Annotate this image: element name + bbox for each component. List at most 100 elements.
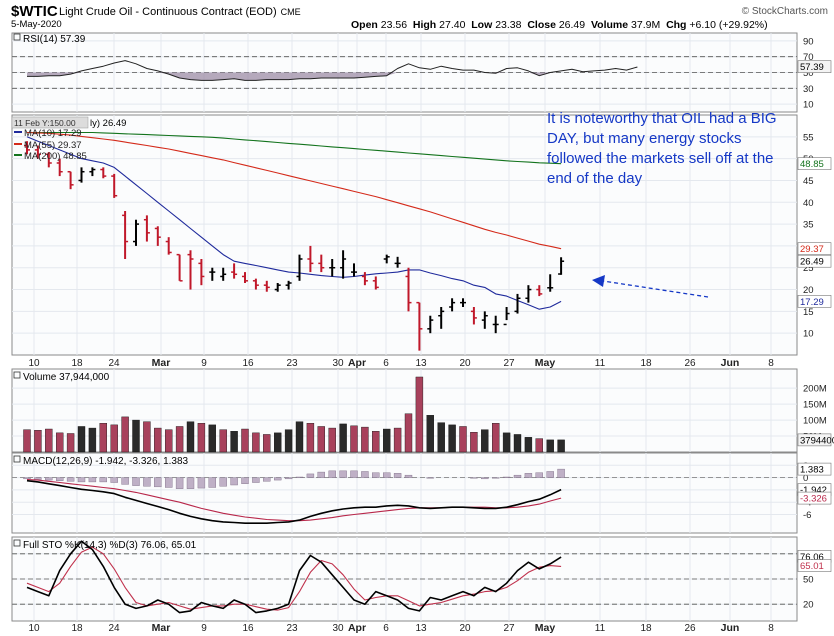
volume-bar-35 xyxy=(404,413,413,453)
volume-title: Volume 37,944,000 xyxy=(23,372,110,383)
macd-histogram-bar-44 xyxy=(502,476,511,478)
sto-xtick-4: 9 xyxy=(201,623,207,634)
price-last-label: ly) 26.49 xyxy=(90,118,126,129)
macd-collapse-icon xyxy=(13,455,21,463)
volume-bar-13 xyxy=(164,429,173,453)
symbol[interactable]: $WTIC xyxy=(11,3,58,20)
macd-histogram-bar-16 xyxy=(197,477,206,489)
macd-histogram-bar-26 xyxy=(306,473,315,478)
macd-histogram-bar-30 xyxy=(350,470,358,478)
close-value: 26.49 xyxy=(558,19,586,31)
macd-histogram-bar-48 xyxy=(546,471,554,478)
macd-last-value: -1.942 xyxy=(800,485,827,496)
macd-histogram-bar-21 xyxy=(252,477,260,483)
chart-header: $WTIC Light Crude Oil - Continuous Contr… xyxy=(0,0,834,31)
volume-bar-11 xyxy=(143,421,151,453)
price-ytick-6: 25 xyxy=(803,263,814,274)
volume-bar-22 xyxy=(263,434,271,453)
volume-bar-34 xyxy=(393,427,402,453)
macd-histogram-bar-14 xyxy=(175,477,184,489)
sto-xtick-8: Apr xyxy=(348,622,366,634)
macd-histogram-bar-43 xyxy=(492,477,500,479)
exchange: CME xyxy=(280,7,301,17)
macd-title: MACD(12,26,9) -1.942, -3.326, 1.383 xyxy=(23,456,189,467)
macd-histogram-bar-11 xyxy=(143,477,151,487)
volume-bar-16 xyxy=(197,423,206,453)
low-label: Low xyxy=(471,19,493,31)
price-xtick-7: 30 xyxy=(332,358,344,369)
legend-ma200-swatch xyxy=(14,154,22,156)
price-xtick-1: 18 xyxy=(71,358,83,369)
volume-bar-31 xyxy=(361,426,369,453)
rsi-last-value: 57.39 xyxy=(800,62,824,73)
macd-histogram-bar-25 xyxy=(295,476,304,478)
rsi-oversold-fill xyxy=(27,72,638,81)
macd-histogram-bar-17 xyxy=(208,477,217,488)
macd-histogram-bar-35 xyxy=(404,474,413,478)
macd-histogram-bar-13 xyxy=(164,477,173,488)
price-xtick-17: Jun xyxy=(721,357,740,369)
rsi-last-value-box xyxy=(797,60,832,73)
macd-histogram-bar-42 xyxy=(481,477,489,480)
rsi-panel: 90 70 50 30 10 RSI(14) 57.39 57.39 xyxy=(11,32,832,113)
macd-histogram-bar-28 xyxy=(328,470,336,478)
macd-frame xyxy=(11,452,798,534)
rsi-ytick-4: 10 xyxy=(803,100,814,111)
price-xtick-2: 24 xyxy=(108,358,120,369)
sto-xtick-6: 23 xyxy=(286,623,298,634)
macd-histogram-bar-41 xyxy=(470,477,478,479)
volume-bar-23 xyxy=(274,432,282,453)
price-xtick-13: May xyxy=(535,357,556,369)
sto-xtick-13: May xyxy=(535,622,556,634)
ma200-last-value-box xyxy=(797,157,832,170)
macd-histogram-bar-3 xyxy=(56,477,64,481)
rsi-collapse-icon xyxy=(13,33,21,41)
ma-line-ma10 xyxy=(26,136,562,310)
sto-xtick-16: 26 xyxy=(684,623,696,634)
price-x-axis: 10 18 24 Mar 9 16 23 30 Apr 6 13 20 27 May 11 18 26 Jun 8 xyxy=(28,357,774,369)
macd-histogram-bar-15 xyxy=(186,477,195,489)
close-label: Close xyxy=(527,19,556,31)
sto-xtick-18: 8 xyxy=(768,623,774,634)
volume-bar-17 xyxy=(208,424,217,453)
instrument-name: Light Crude Oil - Continuous Contract (E… xyxy=(59,6,301,18)
macd-histogram-bar-45 xyxy=(513,474,522,478)
volume-bar-27 xyxy=(317,426,325,453)
volume-bar-42 xyxy=(481,429,489,453)
rsi-line xyxy=(27,60,638,81)
price-ytick-0: 55 xyxy=(803,132,814,143)
macd-ytick-4: -6 xyxy=(803,510,811,521)
volume-bar-20 xyxy=(241,428,249,453)
macd-signal-last-value-box xyxy=(797,491,832,505)
volume-bar-15 xyxy=(186,421,195,453)
macd-histogram-bar-0 xyxy=(23,477,31,480)
annotation-text: It is noteworthy that OIL had a BIG DAY,… xyxy=(547,110,777,187)
volume-bar-24 xyxy=(284,429,293,453)
high-label: High xyxy=(412,19,437,31)
price-xtick-0: 10 xyxy=(28,358,40,369)
price-xtick-14: 11 xyxy=(595,358,606,369)
price-ytick-3: 40 xyxy=(803,198,814,209)
macd-line xyxy=(26,479,562,525)
sto-ytick-2: 20 xyxy=(803,600,814,611)
sto-xtick-3: Mar xyxy=(152,622,171,634)
open-label: Open xyxy=(351,19,378,31)
volume-bar-44 xyxy=(502,432,511,453)
sto-xtick-5: 16 xyxy=(242,623,254,634)
volume-bar-30 xyxy=(350,425,358,453)
price-xtick-16: 26 xyxy=(684,358,696,369)
volume-bar-25 xyxy=(295,421,304,453)
price-xtick-12: 27 xyxy=(503,358,515,369)
volume-label: Volume xyxy=(590,19,629,31)
macd-signal-last-value: -3.326 xyxy=(800,494,827,505)
ma-line-ma200 xyxy=(27,131,562,165)
macd-histogram-last-value: 1.383 xyxy=(800,465,824,476)
volume-bar-40 xyxy=(459,426,467,453)
volume-bar-39 xyxy=(448,424,456,453)
sto-ytick-1: 50 xyxy=(803,575,814,586)
price-xtick-4: 9 xyxy=(201,358,207,369)
volume-bar-47 xyxy=(535,438,543,453)
volume-bar-21 xyxy=(252,432,260,453)
volume-bar-29 xyxy=(339,423,347,453)
